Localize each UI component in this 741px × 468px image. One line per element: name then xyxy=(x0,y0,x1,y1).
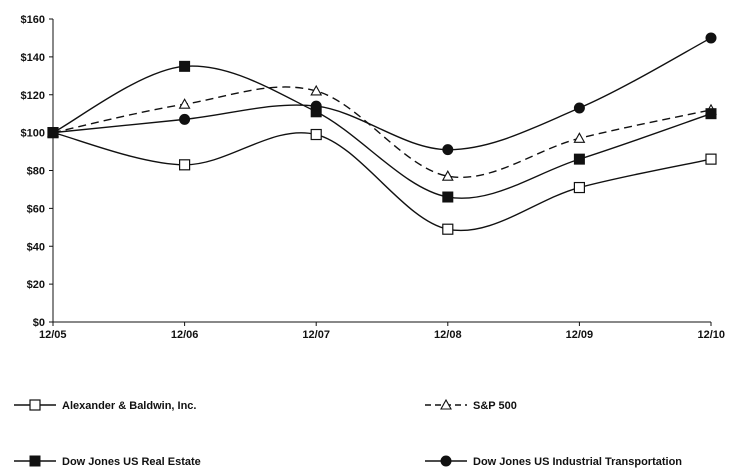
y-tick-label: $40 xyxy=(27,241,45,253)
series-3 xyxy=(47,60,717,203)
series-layer xyxy=(47,32,717,235)
series-1 xyxy=(47,127,717,235)
x-tick-label: 12/06 xyxy=(171,329,199,341)
series-4 xyxy=(47,32,717,156)
data-point xyxy=(179,113,191,125)
legend-swatch-marker xyxy=(440,455,452,467)
data-point xyxy=(573,102,585,114)
data-point xyxy=(179,159,191,171)
series-line xyxy=(52,131,712,232)
y-tick-label: $80 xyxy=(27,166,45,178)
data-point xyxy=(573,132,586,143)
legend-swatch-marker xyxy=(29,399,41,411)
data-point xyxy=(442,144,454,156)
legend-label: Dow Jones US Real Estate xyxy=(62,456,201,468)
x-tick-label: 12/07 xyxy=(302,329,330,341)
x-tick-label: 12/10 xyxy=(697,329,725,341)
data-point xyxy=(178,98,191,109)
legend-label: Dow Jones US Industrial Transportation xyxy=(473,456,682,468)
data-point xyxy=(310,128,322,141)
data-point xyxy=(705,32,717,44)
series-line xyxy=(52,86,712,178)
y-tick-label: $100 xyxy=(21,128,45,140)
x-tick-label: 12/08 xyxy=(434,329,462,341)
data-point xyxy=(705,108,717,120)
data-point xyxy=(442,223,454,235)
y-tick-label: $60 xyxy=(27,203,45,215)
data-point xyxy=(441,170,454,181)
legend-item-3: Dow Jones US Real Estate xyxy=(14,455,201,468)
data-point xyxy=(310,84,323,96)
data-point xyxy=(442,191,454,203)
y-tick-label: $20 xyxy=(27,279,45,291)
data-point xyxy=(573,181,586,194)
data-point xyxy=(573,153,585,165)
legend-label: S&P 500 xyxy=(473,400,517,412)
legend-item-1: Alexander & Baldwin, Inc. xyxy=(14,399,196,412)
legend-swatch-marker xyxy=(29,455,41,467)
y-tick-label: $120 xyxy=(21,90,45,102)
data-point xyxy=(705,153,717,165)
data-point xyxy=(310,100,322,112)
series-2 xyxy=(47,84,717,181)
y-tick-label: $140 xyxy=(21,52,45,64)
y-tick-label: $160 xyxy=(21,14,45,26)
y-tick-label: $0 xyxy=(33,317,45,329)
series-line xyxy=(52,37,712,151)
x-tick-label: 12/05 xyxy=(39,329,67,341)
legend-swatch-marker xyxy=(440,398,452,410)
data-point xyxy=(47,127,59,139)
legend: Alexander & Baldwin, Inc. S&P 500 Dow Jone… xyxy=(14,398,682,468)
x-tick-label: 12/09 xyxy=(566,329,594,341)
axes: $0 $20 $40 $60 $80 $100 $120 $140 $160 12/05 12/06… xyxy=(21,14,725,341)
legend-item-2: S&P 500 xyxy=(425,398,517,412)
data-point xyxy=(179,60,191,72)
legend-label: Alexander & Baldwin, Inc. xyxy=(62,400,196,412)
legend-item-4: Dow Jones US Industrial Transportation xyxy=(425,455,682,468)
series-line xyxy=(52,65,712,199)
